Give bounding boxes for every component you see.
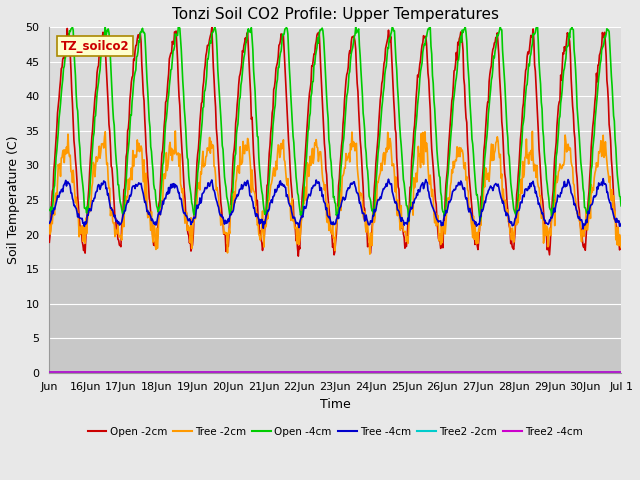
Bar bbox=[49, 27, 621, 269]
Open -4cm bbox=[45, 207, 53, 213]
Open -2cm bbox=[617, 245, 625, 251]
Tree -2cm bbox=[366, 251, 374, 257]
Line: Tree -4cm: Tree -4cm bbox=[49, 179, 621, 229]
Tree -2cm bbox=[218, 216, 226, 222]
Open -4cm bbox=[617, 203, 625, 209]
Tree -2cm bbox=[247, 165, 255, 171]
Tree -4cm bbox=[617, 221, 625, 227]
Open -4cm bbox=[404, 219, 412, 225]
Legend: Open -2cm, Tree -2cm, Open -4cm, Tree -4cm, Tree2 -2cm, Tree2 -4cm: Open -2cm, Tree -2cm, Open -4cm, Tree -4… bbox=[84, 423, 587, 441]
Tree2 -4cm bbox=[426, 370, 434, 375]
Tree2 -2cm bbox=[113, 369, 120, 375]
Tree -4cm bbox=[113, 219, 120, 225]
Open -2cm bbox=[45, 240, 53, 245]
Line: Open -4cm: Open -4cm bbox=[49, 27, 621, 222]
Open -4cm bbox=[395, 109, 403, 115]
Tree2 -2cm bbox=[218, 369, 225, 375]
Tree -4cm bbox=[45, 220, 53, 226]
Tree -4cm bbox=[218, 212, 225, 217]
Open -4cm bbox=[113, 167, 121, 173]
Tree2 -4cm bbox=[45, 370, 53, 375]
Tree2 -4cm bbox=[218, 370, 225, 375]
Open -4cm bbox=[268, 136, 276, 142]
Tree2 -2cm bbox=[617, 369, 625, 375]
Tree -2cm bbox=[428, 193, 436, 199]
Tree2 -2cm bbox=[268, 369, 275, 375]
Tree2 -2cm bbox=[394, 369, 402, 375]
Open -2cm bbox=[396, 204, 403, 210]
Text: TZ_soilco2: TZ_soilco2 bbox=[61, 40, 129, 53]
Open -4cm bbox=[247, 29, 255, 35]
Tree2 -2cm bbox=[246, 369, 253, 375]
Open -2cm bbox=[268, 110, 276, 116]
Tree -2cm bbox=[268, 177, 276, 182]
Open -4cm bbox=[68, 24, 76, 30]
Tree2 -4cm bbox=[113, 370, 120, 375]
Open -2cm bbox=[218, 215, 226, 220]
Tree -4cm bbox=[394, 207, 402, 213]
Y-axis label: Soil Temperature (C): Soil Temperature (C) bbox=[7, 136, 20, 264]
Tree -2cm bbox=[113, 231, 120, 237]
Open -2cm bbox=[113, 228, 120, 233]
Tree -4cm bbox=[268, 197, 275, 203]
Title: Tonzi Soil CO2 Profile: Upper Temperatures: Tonzi Soil CO2 Profile: Upper Temperatur… bbox=[172, 7, 499, 22]
Tree2 -4cm bbox=[268, 370, 275, 375]
Tree -2cm bbox=[617, 245, 625, 251]
Line: Tree -2cm: Tree -2cm bbox=[49, 131, 621, 254]
Tree -4cm bbox=[426, 196, 434, 202]
Open -4cm bbox=[428, 51, 436, 57]
Tree -2cm bbox=[172, 128, 179, 134]
Tree -4cm bbox=[246, 192, 253, 198]
Open -2cm bbox=[428, 146, 436, 152]
X-axis label: Time: Time bbox=[320, 398, 351, 411]
Tree -4cm bbox=[599, 176, 607, 181]
Open -2cm bbox=[247, 91, 255, 96]
Open -4cm bbox=[218, 143, 226, 148]
Tree2 -2cm bbox=[45, 369, 53, 375]
Tree2 -4cm bbox=[617, 370, 625, 375]
Open -2cm bbox=[208, 24, 216, 30]
Tree -2cm bbox=[45, 220, 53, 226]
Tree2 -4cm bbox=[394, 370, 402, 375]
Open -2cm bbox=[294, 253, 302, 259]
Line: Open -2cm: Open -2cm bbox=[49, 27, 621, 256]
Tree2 -4cm bbox=[246, 370, 253, 375]
Tree -2cm bbox=[396, 219, 403, 225]
Tree -4cm bbox=[579, 226, 587, 232]
Tree2 -2cm bbox=[426, 369, 434, 375]
